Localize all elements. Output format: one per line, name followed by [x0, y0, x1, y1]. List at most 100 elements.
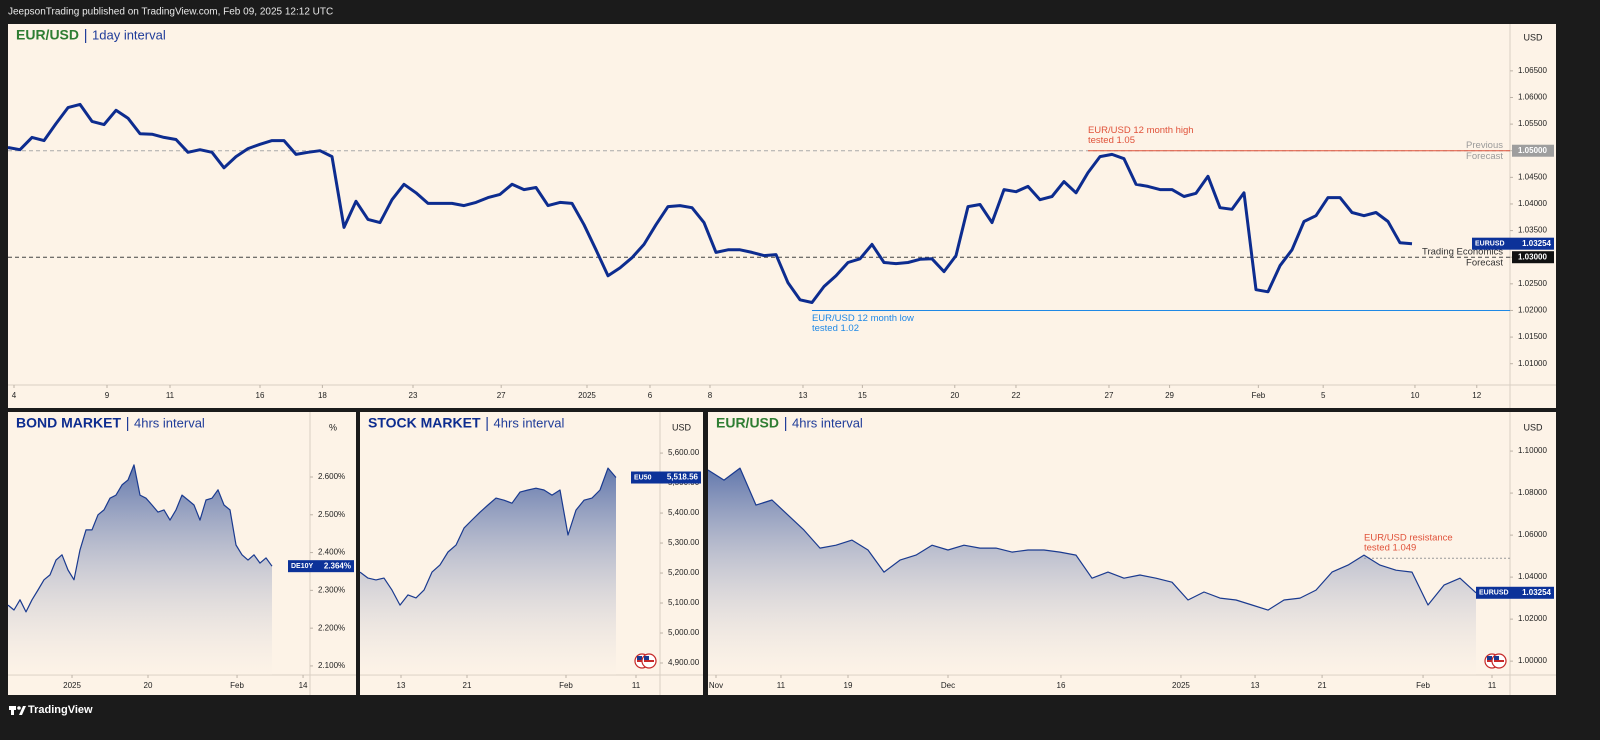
chart-title: EUR/USD [16, 27, 79, 43]
x-tick-label: 2025 [1172, 681, 1190, 690]
x-tick-label: 11 [777, 681, 786, 690]
y-tick-label: 1.02000 [1518, 306, 1547, 315]
y-tick-label: 2.400% [318, 548, 345, 557]
y-tick-label: 2.200% [318, 623, 345, 632]
price-tag-label: 1.03254 [1522, 588, 1551, 597]
chart-title: BOND MARKET [16, 415, 121, 431]
x-tick-label: 11 [632, 681, 641, 690]
chart-panel: STOCK MARKET 4hrs interval USD 4,900.00 5,00… [359, 412, 703, 695]
axis-unit: USD [672, 422, 692, 432]
x-tick-label: 8 [708, 391, 713, 400]
x-tick-label: 21 [1318, 681, 1327, 690]
y-tick-label: 4,900.00 [668, 658, 700, 667]
price-tag-label: 5,518.56 [667, 473, 699, 482]
y-tick-label: 1.04000 [1518, 199, 1547, 208]
y-tick-label: 5,600.00 [668, 448, 700, 457]
axis-unit: % [329, 422, 337, 432]
title-separator [127, 417, 129, 431]
x-tick-label: 19 [844, 681, 853, 690]
header-text: JeepsonTrading published on TradingView.… [8, 7, 333, 18]
reference-tag-label: 1.03000 [1518, 252, 1547, 261]
x-tick-label: 12 [1472, 391, 1481, 400]
price-area [708, 468, 1476, 675]
x-tick-label: 21 [463, 681, 472, 690]
x-tick-label: 13 [397, 681, 406, 690]
reference-label: Forecast [1466, 151, 1503, 162]
price-tag [1472, 237, 1554, 250]
price-area [8, 464, 272, 675]
x-tick-label: 22 [1012, 391, 1021, 400]
chart-panel: EUR/USD 1day interval USD 1.01000 1.01500 1.0… [7, 24, 1556, 408]
brand-name: TradingView [28, 704, 93, 716]
x-tick-label: 6 [648, 391, 653, 400]
x-tick-label: 27 [1105, 391, 1114, 400]
x-tick-label: 20 [950, 391, 959, 400]
price-line [7, 464, 273, 613]
reference-tag-label: 1.05000 [1518, 146, 1547, 155]
reference-label: Previous [1466, 140, 1503, 151]
reference-tag [1512, 144, 1554, 157]
x-tick-label: 13 [799, 391, 808, 400]
price-tag-symbol: EU50 [634, 474, 652, 481]
flag-icon-canton [1494, 656, 1499, 660]
y-tick-label: 1.06000 [1518, 93, 1547, 102]
y-tick-label: 1.06000 [1518, 530, 1547, 539]
charts: EUR/USD 1day interval USD 1.01000 1.01500 1.0… [7, 24, 1556, 695]
y-tick-label: 1.05500 [1518, 119, 1547, 128]
y-tick-label: 1.02500 [1518, 279, 1547, 288]
annotation-text: EUR/USD resistance [1364, 533, 1453, 544]
y-tick-label: 1.01500 [1518, 332, 1547, 341]
chart-title: STOCK MARKET [368, 415, 481, 431]
y-tick-label: 1.03500 [1518, 226, 1547, 235]
x-tick-label: 20 [144, 681, 153, 690]
x-tick-label: Nov [709, 681, 723, 690]
annotation-text: EUR/USD 12 month low [812, 313, 914, 324]
chart-panel: EUR/USD 4hrs interval USD 1.00000 1.02000 1.0… [707, 412, 1556, 695]
annotation-text: tested 1.02 [812, 323, 859, 334]
x-tick-label: 11 [1488, 681, 1497, 690]
x-tick-label: Dec [941, 681, 955, 690]
price-line [7, 102, 1413, 304]
chart-subtitle: 1day interval [92, 27, 166, 42]
chart-panel: BOND MARKET 4hrs interval % 2.100% 2.200% 2.3… [7, 412, 356, 695]
y-tick-label: 1.02000 [1518, 614, 1547, 623]
reference-label: Forecast [1466, 258, 1503, 269]
price-area [360, 468, 616, 675]
y-tick-label: 1.06500 [1518, 66, 1547, 75]
reference-tag [1512, 251, 1554, 264]
title-separator [85, 29, 87, 43]
annotation-text: EUR/USD 12 month high [1088, 125, 1194, 136]
y-tick-label: 5,300.00 [668, 538, 700, 547]
x-tick-label: 16 [1057, 681, 1066, 690]
panel-background [8, 24, 1556, 408]
annotation-text: tested 1.05 [1088, 135, 1135, 146]
flag-icon-stripe [644, 660, 654, 662]
title-separator [785, 417, 787, 431]
x-tick-label: 29 [1165, 391, 1174, 400]
x-tick-label: Feb [230, 681, 244, 690]
y-tick-label: 5,400.00 [668, 508, 700, 517]
flag-icon-canton [644, 656, 649, 660]
x-tick-label: 16 [256, 391, 265, 400]
x-tick-label: Feb [1416, 681, 1430, 690]
flag-icon-canton [1487, 656, 1492, 660]
x-tick-label: 2025 [578, 391, 596, 400]
price-tag [1476, 586, 1554, 599]
price-tag-symbol: DE10Y [291, 563, 314, 570]
y-tick-label: 1.04000 [1518, 572, 1547, 581]
x-tick-label: 13 [1251, 681, 1260, 690]
axis-unit: USD [1523, 422, 1543, 432]
y-tick-label: 2.500% [318, 510, 345, 519]
price-tag [288, 560, 354, 573]
price-tag-label: 2.364% [324, 561, 351, 570]
y-tick-label: 1.10000 [1518, 446, 1547, 455]
x-tick-label: 11 [166, 391, 175, 400]
x-tick-label: 9 [105, 391, 110, 400]
y-tick-label: 1.04500 [1518, 172, 1547, 181]
y-tick-label: 2.600% [318, 472, 345, 481]
x-tick-label: Feb [559, 681, 573, 690]
x-tick-label: Feb [1251, 391, 1265, 400]
reference-label: Trading Economics [1422, 247, 1503, 258]
